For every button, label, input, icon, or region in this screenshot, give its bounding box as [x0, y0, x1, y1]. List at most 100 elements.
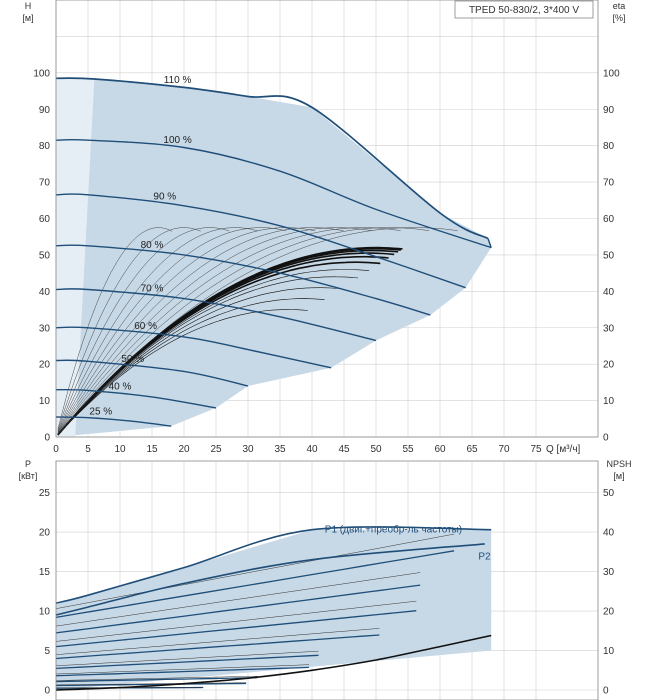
power-curve	[55, 676, 258, 683]
speed-curve	[55, 138, 492, 249]
y-right-tick-label: 40	[603, 528, 615, 539]
chart-title: TPED 50-830/2, 3*400 V	[469, 5, 579, 16]
y-right-tick-label: 20	[603, 607, 615, 618]
power-curve-input	[55, 533, 455, 609]
bottom-chart-frame	[55, 460, 599, 700]
speed-curve	[55, 326, 332, 369]
y-right-tick-label: 60	[603, 214, 615, 225]
envelope-end-line	[487, 238, 492, 248]
speed-curve-label: 25 %	[89, 407, 112, 418]
y-right-tick-label: 20	[603, 360, 615, 371]
x-axis-label: Q [м³/ч]	[546, 444, 581, 455]
power-curve	[55, 610, 417, 648]
speed-curve-label: 70 %	[141, 284, 164, 295]
speed-curve	[55, 193, 466, 289]
y-left-tick-label: 100	[33, 68, 50, 79]
power-series-line	[55, 526, 492, 604]
speed-curve	[55, 244, 431, 316]
npsh-curve	[55, 634, 492, 691]
top-right-axis-unit: [%]	[612, 13, 625, 23]
power-curve-input	[55, 600, 417, 642]
speed-curve-label: 90 %	[153, 192, 176, 203]
bottom-chart-ticks: 0 5 10 15 20 25 0 10 20 30 40 50	[39, 488, 615, 696]
y-left-tick-label: 40	[39, 287, 51, 298]
y-left-tick-label: 30	[39, 323, 51, 334]
y-left-tick-label: 0	[44, 433, 50, 444]
speed-curve	[55, 288, 377, 342]
y-left-tick-label: 25	[39, 488, 51, 499]
speed-curve	[55, 77, 489, 240]
y-right-tick-label: 0	[603, 686, 609, 697]
y-right-tick-label: 0	[603, 433, 609, 444]
x-tick-label: 55	[402, 444, 414, 455]
efficiency-curve	[57, 309, 308, 436]
power-curve-input	[55, 572, 421, 627]
x-tick-label: 60	[434, 444, 446, 455]
x-tick-label: 10	[114, 444, 126, 455]
power-curve	[55, 584, 421, 634]
speed-curve-label: 80 %	[141, 240, 164, 251]
x-tick-label: 15	[146, 444, 158, 455]
power-series-label: P1 (двиг.+преобр-ль частоты)	[325, 524, 462, 536]
speed-curves: 110 % 100 % 90 % 80 % 70 % 60 % 50 % 40 % 25 %	[55, 75, 492, 427]
power-curve-input	[55, 675, 258, 681]
power-curve-input	[55, 650, 319, 667]
x-tick-label: 35	[274, 444, 286, 455]
power-curve	[55, 654, 319, 670]
y-right-tick-label: 10	[603, 646, 615, 657]
y-right-tick-label: 50	[603, 250, 615, 261]
x-tick-label: 0	[53, 444, 59, 455]
operating-envelope-edge	[56, 78, 95, 437]
speed-curve-label: 50 %	[121, 354, 144, 365]
y-right-tick-label: 70	[603, 178, 615, 189]
speed-curve-label: 60 %	[134, 321, 157, 332]
y-right-tick-label: 90	[603, 105, 615, 116]
efficiency-curve	[57, 227, 430, 435]
y-left-tick-label: 70	[39, 178, 51, 189]
chart-title-box	[454, 0, 594, 19]
y-left-tick-label: 10	[39, 607, 51, 618]
speed-curve	[55, 359, 249, 387]
x-tick-label: 30	[242, 444, 254, 455]
y-left-tick-label: 0	[44, 686, 50, 697]
power-curve-input	[55, 682, 247, 686]
power-curve-input	[55, 664, 310, 675]
y-right-tick-label: 80	[603, 141, 615, 152]
efficiency-curve	[57, 287, 342, 436]
efficiency-curve	[57, 227, 173, 430]
x-tick-label: 75	[530, 444, 542, 455]
y-right-tick-label: 30	[603, 323, 615, 334]
power-curve	[55, 634, 380, 660]
speed-curve-label: 110 %	[164, 75, 192, 86]
x-tick-label: 50	[370, 444, 382, 455]
x-tick-label: 40	[306, 444, 318, 455]
power-curve	[55, 682, 247, 687]
speed-curve-label: 100 %	[163, 135, 191, 146]
x-tick-label: 65	[466, 444, 478, 455]
efficiency-curve	[57, 298, 325, 436]
y-left-tick-label: 20	[39, 528, 51, 539]
efficiency-curve	[57, 276, 359, 436]
y-right-tick-label: 30	[603, 567, 615, 578]
y-right-tick-label: 10	[603, 396, 615, 407]
y-right-tick-label: 100	[603, 68, 620, 79]
operating-envelope-area	[56, 78, 492, 438]
x-tick-label: 45	[338, 444, 350, 455]
bottom-left-axis-label: P	[25, 459, 31, 469]
power-curve	[55, 666, 310, 677]
x-tick-label: 70	[498, 444, 510, 455]
x-tick-label: 20	[178, 444, 190, 455]
y-left-tick-label: 60	[39, 214, 51, 225]
y-left-tick-label: 90	[39, 105, 51, 116]
speed-curve	[55, 416, 172, 427]
y-right-tick-label: 50	[603, 488, 615, 499]
y-left-tick-label: 20	[39, 360, 51, 371]
y-left-tick-label: 10	[39, 396, 51, 407]
top-left-axis-label: H	[25, 1, 32, 11]
speed-curve-label: 40 %	[109, 382, 132, 393]
y-left-tick-label: 5	[44, 646, 50, 657]
power-series-line	[55, 543, 485, 616]
bottom-right-axis-unit: [м]	[613, 471, 624, 481]
